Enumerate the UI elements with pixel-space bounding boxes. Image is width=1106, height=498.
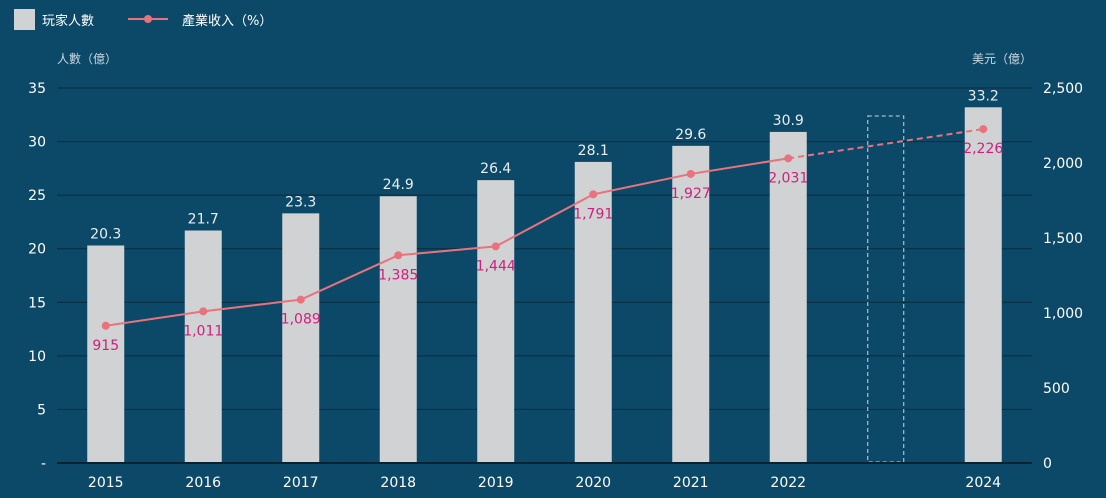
bar-value-label: 21.7	[188, 212, 219, 228]
bar	[769, 131, 807, 463]
x-tick-label: 2024	[965, 475, 1001, 491]
bar	[672, 145, 710, 463]
x-tick-label: 2019	[478, 475, 514, 491]
right-tick-label: 2,500	[1043, 81, 1083, 97]
line-point	[784, 154, 793, 163]
bar	[574, 161, 612, 463]
legend-bar-label: 玩家人數	[42, 13, 94, 29]
line-value-label: 1,089	[281, 312, 321, 328]
right-tick-label: 1,000	[1043, 306, 1083, 322]
line-value-label: 1,011	[183, 323, 223, 339]
left-tick-label: 10	[28, 349, 46, 365]
bar	[379, 196, 417, 463]
line-point	[296, 295, 305, 304]
line-value-label: 2,031	[768, 170, 808, 186]
bar	[184, 230, 222, 463]
x-tick-label: 2020	[575, 475, 611, 491]
x-tick-label: 2022	[770, 475, 806, 491]
left-axis-title: 人數（億）	[57, 52, 117, 66]
x-axis-ticks: 2015 2016 2017 2018 2019 2020 2021 2022 2024	[88, 475, 1001, 491]
x-tick-label: 2015	[88, 475, 124, 491]
line-point	[101, 321, 110, 330]
line-value-label: 1,444	[476, 258, 516, 274]
x-tick-label: 2018	[380, 475, 416, 491]
line-series-dashed	[788, 128, 984, 160]
left-axis-ticks: - 5 10 15 20 25 30 35	[28, 81, 46, 472]
left-tick-label: 15	[28, 295, 46, 311]
left-tick-label: 5	[37, 402, 46, 418]
bar-value-label: 24.9	[383, 177, 414, 193]
bar	[87, 245, 125, 463]
right-axis-title: 美元（億）	[972, 52, 1032, 66]
line-labels: 915 1,011 1,089 1,385 1,444 1,791 1,927 2,031 2,…	[92, 141, 1003, 354]
right-axis-ticks: 0 500 1,000 1,500 2,000 2,500	[1043, 81, 1083, 472]
right-tick-label: 500	[1043, 381, 1070, 397]
right-tick-label: 1,500	[1043, 231, 1083, 247]
line-value-label: 1,385	[378, 267, 418, 283]
line-point	[394, 251, 403, 260]
x-tick-label: 2021	[673, 475, 709, 491]
left-tick-label: 20	[28, 242, 46, 258]
line-series-solid	[105, 157, 789, 327]
line-point	[686, 169, 695, 178]
left-tick-label: -	[41, 456, 46, 472]
bars	[87, 107, 1002, 464]
bar	[477, 180, 515, 463]
bar	[964, 107, 1002, 464]
bar-value-label: 33.2	[968, 88, 999, 104]
right-tick-label: 2,000	[1043, 156, 1083, 172]
legend-bar-swatch	[14, 9, 35, 30]
bar-value-label: 30.9	[773, 113, 804, 129]
x-tick-label: 2017	[283, 475, 319, 491]
left-tick-label: 25	[28, 188, 46, 204]
line-value-label: 915	[92, 338, 119, 354]
left-tick-label: 30	[28, 135, 46, 151]
legend-line-label: 產業收入（%）	[182, 13, 272, 29]
line-layer	[101, 125, 988, 330]
line-point	[589, 190, 598, 199]
left-tick-label: 35	[28, 81, 46, 97]
legend: 玩家人數 產業收入（%）	[14, 9, 272, 30]
line-value-label: 2,226	[963, 141, 1003, 157]
bar-labels: 20.3 21.7 23.3 24.9 26.4 28.1 29.6 30.9 33.2	[90, 88, 999, 242]
bar-value-label: 29.6	[675, 127, 706, 143]
bar-value-label: 20.3	[90, 227, 121, 243]
line-point	[491, 242, 500, 251]
legend-line-marker	[144, 15, 152, 23]
bar-value-label: 28.1	[578, 143, 609, 159]
line-value-label: 1,791	[573, 206, 613, 222]
right-tick-label: 0	[1043, 456, 1052, 472]
x-tick-label: 2016	[185, 475, 221, 491]
bar-value-label: 23.3	[285, 194, 316, 210]
line-point	[979, 125, 988, 134]
bar-value-label: 26.4	[480, 161, 511, 177]
line-value-label: 1,927	[671, 186, 711, 202]
line-point	[199, 307, 208, 316]
bar	[282, 213, 320, 463]
